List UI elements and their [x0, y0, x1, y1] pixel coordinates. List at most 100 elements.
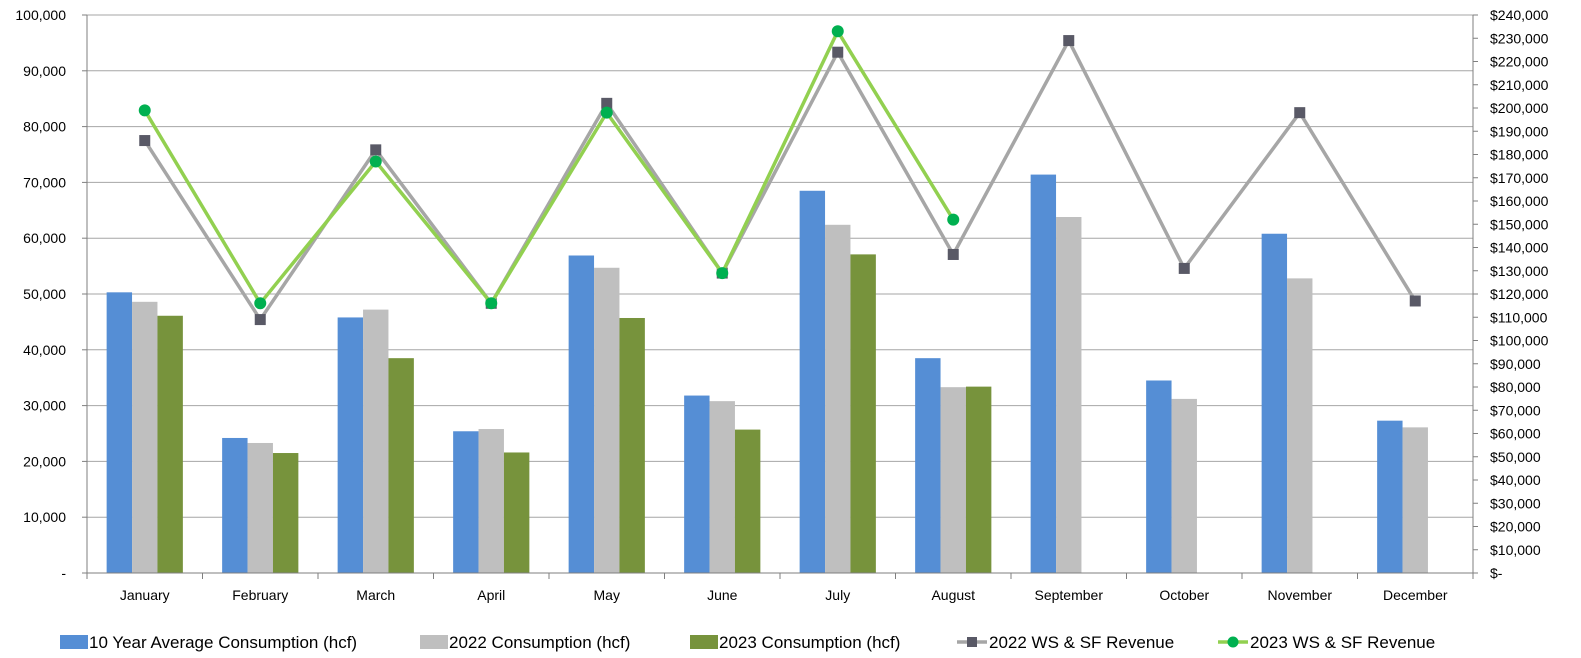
right-tick-label: $140,000 [1490, 240, 1549, 256]
right-tick-label: $60,000 [1490, 426, 1541, 442]
bar-2-march [363, 309, 389, 573]
bar-1-february [222, 437, 248, 573]
right-tick-label: $190,000 [1490, 123, 1549, 139]
left-tick-label: 20,000 [23, 453, 66, 469]
bar-1-june [684, 395, 710, 573]
right-tick-label: $100,000 [1490, 333, 1549, 349]
right-tick-label: $50,000 [1490, 449, 1541, 465]
line-series-1 [143, 38, 1417, 322]
bar-3-august [965, 386, 992, 573]
bar-2-july [825, 224, 851, 574]
bar-1-may [568, 255, 595, 574]
x-tick-label: June [707, 587, 738, 603]
right-tick-label: $80,000 [1490, 379, 1541, 395]
bar-3-january [157, 315, 183, 573]
line-point-1 [370, 144, 382, 156]
line-point-1 [1409, 295, 1421, 307]
bar-1-october [1146, 380, 1172, 573]
bar-1-september [1030, 174, 1057, 573]
x-tick-label: August [931, 587, 975, 603]
x-tick-label: November [1267, 587, 1332, 603]
right-tick-label: $20,000 [1490, 519, 1541, 535]
left-tick-label: 90,000 [23, 63, 66, 79]
bar-2-june [709, 401, 735, 573]
line-series [138, 25, 1421, 326]
right-tick-label: $150,000 [1490, 216, 1549, 232]
right-tick-label: $160,000 [1490, 193, 1549, 209]
right-tick-label: $130,000 [1490, 263, 1549, 279]
legend-marker-5 [1227, 636, 1239, 648]
gridlines [87, 14, 1473, 518]
line-point-2 [947, 213, 960, 226]
x-tick-label: May [594, 587, 620, 603]
line-point-1 [1063, 35, 1075, 47]
line-point-2 [716, 267, 729, 280]
x-tick-label: March [356, 587, 395, 603]
bar-1-august [915, 358, 941, 573]
bar-series [106, 174, 1428, 574]
bar-1-january [106, 292, 133, 573]
left-tick-label: 70,000 [23, 174, 66, 190]
x-tick-label: December [1383, 587, 1448, 603]
right-tick-label: $40,000 [1490, 472, 1541, 488]
bar-2-november [1287, 278, 1313, 573]
line-point-2 [369, 155, 382, 168]
line-point-1 [947, 248, 959, 260]
bar-1-july [799, 190, 826, 573]
right-axis-tick-labels: $- $10,000 $20,000 $30,000 $40,000 $50,000 $60… [1490, 7, 1549, 581]
line-point-2 [485, 297, 498, 310]
left-tick-label: 40,000 [23, 342, 66, 358]
legend-label-2: 2022 Consumption (hcf) [449, 633, 630, 652]
bar-2-february [247, 442, 273, 573]
left-axis-tick-labels: - 10,000 20,000 30,000 40,000 50,000 60,000 70,… [15, 7, 66, 581]
line-point-1 [1294, 107, 1306, 119]
right-tick-label: $30,000 [1490, 495, 1541, 511]
right-tick-label: $170,000 [1490, 170, 1549, 186]
right-tick-label: $220,000 [1490, 54, 1549, 70]
right-tick-label: $70,000 [1490, 402, 1541, 418]
line-point-2 [138, 104, 151, 117]
bar-2-january [132, 301, 158, 573]
bar-2-december [1402, 427, 1428, 573]
bar-3-june [734, 429, 761, 573]
left-tick-label: 50,000 [23, 286, 66, 302]
legend-swatch-1 [60, 635, 88, 649]
right-tick-label: $120,000 [1490, 286, 1549, 302]
line-point-1 [254, 314, 266, 326]
x-tick-label: September [1035, 587, 1104, 603]
right-tick-label: $200,000 [1490, 100, 1549, 116]
left-tick-label: 100,000 [15, 7, 66, 23]
line-point-1 [1178, 262, 1190, 274]
legend-label-3: 2023 Consumption (hcf) [719, 633, 900, 652]
right-tick-label: $10,000 [1490, 542, 1541, 558]
legend: 10 Year Average Consumption (hcf) 2022 Co… [60, 633, 1435, 652]
line-series-2 [143, 29, 955, 306]
right-tick-label: $180,000 [1490, 147, 1549, 163]
bar-3-july [850, 254, 876, 573]
left-tick-label: - [61, 565, 66, 581]
bar-3-february [272, 453, 299, 573]
bar-3-march [388, 358, 414, 573]
legend-label-5: 2023 WS & SF Revenue [1250, 633, 1435, 652]
left-tick-label: 80,000 [23, 119, 66, 135]
bar-2-april [478, 429, 504, 573]
legend-label-4: 2022 WS & SF Revenue [989, 633, 1174, 652]
line-point-2 [254, 297, 267, 310]
right-tick-label: $230,000 [1490, 30, 1549, 46]
line-point-1 [601, 97, 613, 109]
bar-3-may [619, 317, 645, 573]
line-point-1 [139, 135, 151, 147]
left-tick-label: 30,000 [23, 398, 66, 414]
right-tick-label: $110,000 [1490, 309, 1548, 325]
bar-1-april [453, 431, 479, 573]
x-tick-label: February [232, 587, 288, 603]
x-tick-label: July [825, 587, 850, 603]
x-axis-tick-labels: January February March April May June July Augu… [120, 587, 1448, 603]
bar-1-march [337, 317, 364, 573]
line-point-2 [831, 25, 844, 38]
right-tick-label: $240,000 [1490, 7, 1549, 23]
bar-3-april [503, 452, 530, 573]
left-tick-label: 10,000 [23, 509, 66, 525]
x-tick-label: October [1159, 587, 1209, 603]
